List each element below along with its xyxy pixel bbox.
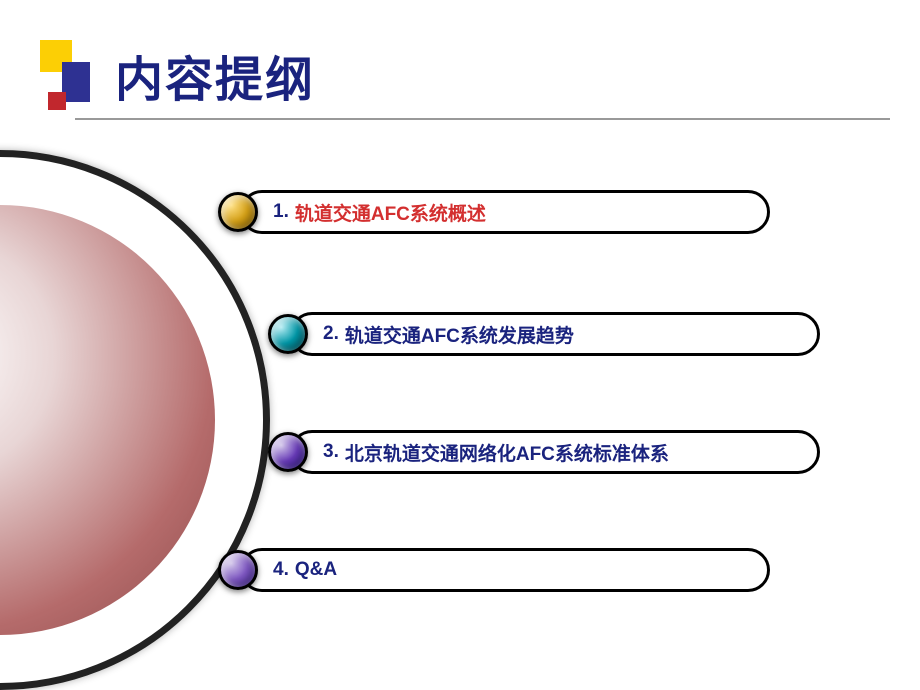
outline-item-bullet-3 xyxy=(268,432,308,472)
decor-squares xyxy=(30,40,100,110)
outline-item-pill-4: 4. Q&A xyxy=(240,548,770,592)
outline-item-number: 2. xyxy=(323,323,339,345)
outline-item-bullet-1 xyxy=(218,192,258,232)
outline-item-number: 4. xyxy=(273,559,289,581)
outline-item-number: 3. xyxy=(323,441,339,463)
title-divider xyxy=(75,118,890,120)
outline-item-text: 北京轨道交通网络化AFC系统标准体系 xyxy=(345,439,669,466)
decor-square-blue xyxy=(62,62,90,102)
outline-item-pill-2: 2. 轨道交通AFC系统发展趋势 xyxy=(290,312,820,356)
outline-item-number: 1. xyxy=(273,201,289,223)
page-title: 内容提纲 xyxy=(115,40,315,110)
outline-item-pill-1: 1. 轨道交通AFC系统概述 xyxy=(240,190,770,234)
outline-item-text: 轨道交通AFC系统发展趋势 xyxy=(345,321,574,348)
outline-item-bullet-4 xyxy=(218,550,258,590)
outline-item-pill-3: 3. 北京轨道交通网络化AFC系统标准体系 xyxy=(290,430,820,474)
outline-item-text: Q&A xyxy=(295,559,337,581)
outline-item-text: 轨道交通AFC系统概述 xyxy=(295,199,486,226)
decor-square-red xyxy=(48,92,66,110)
outline-item-bullet-2 xyxy=(268,314,308,354)
